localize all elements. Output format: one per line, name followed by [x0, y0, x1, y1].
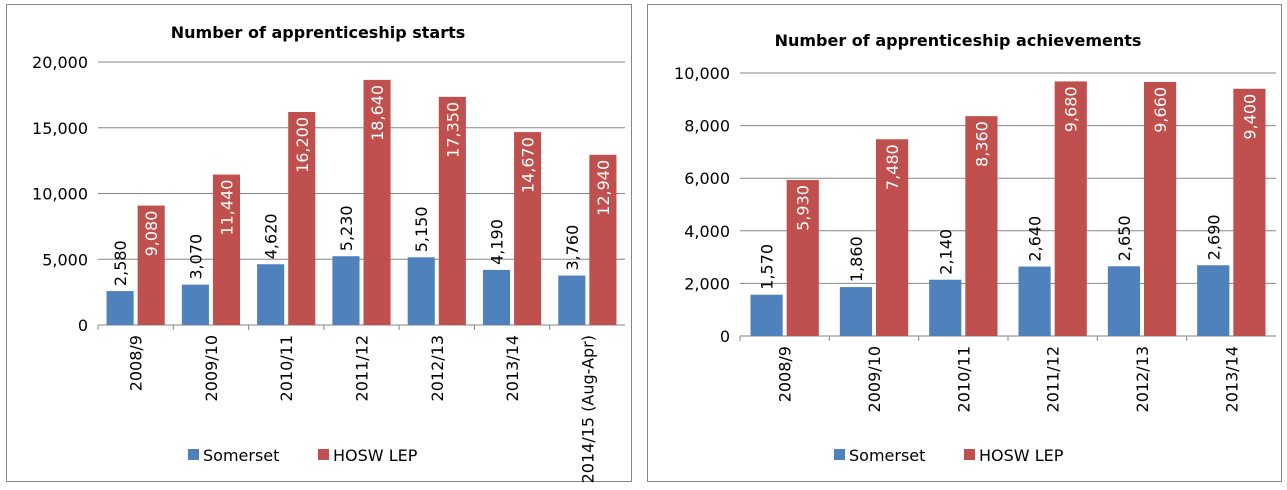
x-tick-label: 2014/15 (Aug-Apr) [578, 335, 597, 483]
bar [558, 275, 586, 325]
value-label: 2,650 [1115, 215, 1134, 261]
value-label: 3,070 [186, 234, 205, 280]
bar [589, 154, 617, 325]
value-label: 9,080 [142, 211, 161, 257]
x-tick-label: 2008/9 [776, 346, 795, 402]
value-label: 11,440 [217, 180, 236, 236]
value-label: 1,570 [758, 244, 777, 290]
value-label: 5,930 [794, 185, 813, 231]
value-label: 2,140 [936, 229, 955, 275]
chart-title: Number of apprenticeship achievements [775, 31, 1142, 50]
bar [786, 180, 819, 336]
x-tick-label: 2010/11 [954, 346, 973, 412]
value-label: 4,620 [262, 213, 281, 259]
y-tick-label: 2,000 [684, 274, 730, 293]
bar [212, 174, 241, 325]
value-label: 5,150 [412, 206, 431, 252]
y-tick-label: 10,000 [674, 64, 730, 83]
value-label: 12,940 [594, 160, 613, 216]
bar [181, 284, 209, 325]
y-tick-label: 0 [78, 316, 88, 335]
y-tick-label: 5,000 [42, 250, 88, 269]
bar [1144, 81, 1177, 336]
chart-title: Number of apprenticeship starts [171, 23, 466, 42]
bar [482, 269, 511, 325]
x-tick-label: 2009/10 [865, 346, 884, 412]
bar [1018, 266, 1051, 336]
legend-swatch [834, 449, 845, 460]
y-tick-label: 10,000 [32, 185, 88, 204]
bar [106, 291, 134, 325]
x-tick-label: 2011/12 [353, 335, 372, 401]
value-label: 1,860 [847, 236, 866, 282]
legend-label: HOSW LEP [333, 446, 418, 465]
x-tick-label: 2012/13 [428, 335, 447, 401]
bar [1107, 266, 1140, 336]
legend-label: Somerset [203, 446, 279, 465]
y-tick-label: 0 [720, 327, 730, 346]
x-tick-label: 2011/12 [1044, 346, 1063, 412]
value-label: 9,660 [1151, 87, 1170, 133]
x-tick-label: 2009/10 [202, 335, 221, 401]
value-label: 7,480 [883, 144, 902, 190]
legend-label: HOSW LEP [979, 446, 1064, 465]
bar [1054, 81, 1087, 336]
bar [438, 96, 466, 325]
legend-swatch [318, 449, 329, 460]
bar [876, 139, 909, 336]
x-tick-label: 2013/14 [503, 335, 522, 401]
y-tick-label: 8,000 [684, 117, 730, 136]
value-label: 2,640 [1026, 216, 1045, 262]
value-label: 5,230 [337, 205, 356, 251]
bar [363, 79, 391, 325]
legend-swatch [964, 449, 975, 460]
bar [1233, 88, 1266, 336]
bar [839, 287, 872, 336]
legend-swatch [188, 449, 199, 460]
bar [1197, 265, 1230, 336]
value-label: 16,200 [293, 117, 312, 173]
bar [332, 256, 360, 325]
value-label: 2,690 [1204, 214, 1223, 260]
bar [257, 264, 285, 325]
bar [407, 257, 435, 325]
value-label: 4,190 [488, 219, 507, 265]
bar [288, 111, 316, 325]
bar [750, 294, 783, 336]
bar [965, 116, 998, 336]
value-label: 14,670 [519, 137, 538, 193]
x-tick-label: 2013/14 [1222, 346, 1241, 412]
y-tick-label: 15,000 [32, 119, 88, 138]
y-tick-label: 6,000 [684, 169, 730, 188]
value-label: 3,760 [563, 225, 582, 271]
value-label: 17,350 [443, 102, 462, 158]
value-label: 18,640 [368, 85, 387, 141]
value-label: 8,360 [972, 121, 991, 167]
bar [514, 132, 542, 325]
value-label: 9,400 [1240, 94, 1259, 140]
bar [929, 279, 962, 336]
x-tick-label: 2008/9 [127, 335, 146, 391]
legend-label: Somerset [849, 446, 925, 465]
value-label: 9,680 [1062, 86, 1081, 132]
y-tick-label: 4,000 [684, 222, 730, 241]
x-tick-label: 2012/13 [1133, 346, 1152, 412]
x-tick-label: 2010/11 [277, 335, 296, 401]
value-label: 2,580 [111, 240, 130, 286]
bar [137, 205, 165, 325]
y-tick-label: 20,000 [32, 53, 88, 72]
